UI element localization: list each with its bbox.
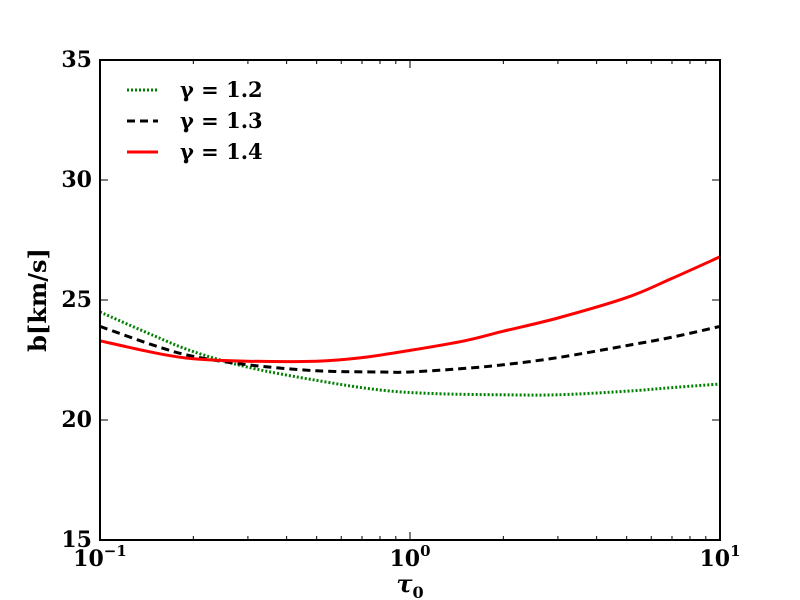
x-tick-label: 10−1 xyxy=(73,542,127,572)
labels-layer: 15 20 25 30 35 10−1 100 101 τ0 b[km/s] xyxy=(23,47,741,600)
y-tick-label: 35 xyxy=(61,47,92,73)
x-axis-label: τ0 xyxy=(396,569,423,600)
y-tick-label: 30 xyxy=(61,167,92,193)
series-line-3 xyxy=(99,255,721,364)
series-line-1 xyxy=(99,310,721,397)
legend-label-3: γ = 1.4 xyxy=(180,139,263,164)
series-layer xyxy=(99,255,721,397)
y-axis-label: b[km/s] xyxy=(23,248,52,352)
y-tick-label: 15 xyxy=(61,527,92,553)
ticks-layer xyxy=(99,59,721,541)
legend: γ = 1.2 γ = 1.3 γ = 1.4 xyxy=(127,77,263,164)
y-tick-label: 20 xyxy=(61,407,92,433)
y-tick-label: 25 xyxy=(61,287,92,313)
legend-label-2: γ = 1.3 xyxy=(180,108,263,133)
series-line-2 xyxy=(99,324,721,374)
x-tick-label: 101 xyxy=(699,542,740,572)
x-tick-label: 100 xyxy=(389,542,430,572)
legend-label-1: γ = 1.2 xyxy=(180,77,263,102)
